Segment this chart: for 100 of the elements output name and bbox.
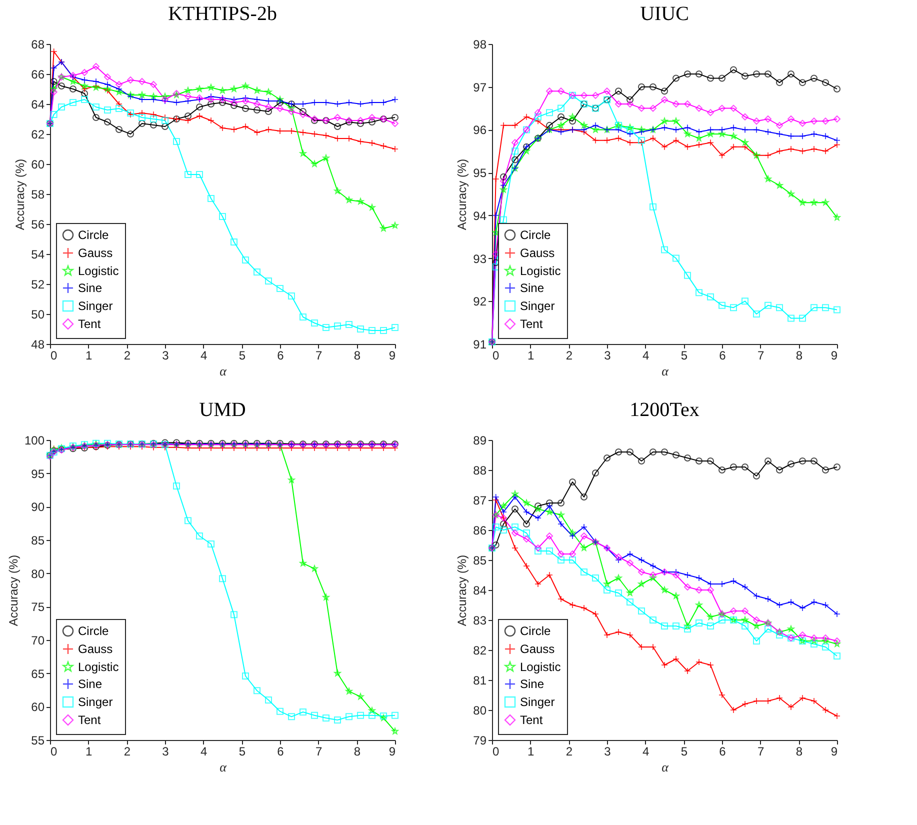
y-tick-label: 93 (473, 252, 487, 266)
y-tick-label: 82 (473, 644, 487, 658)
y-tick-label: 86 (473, 524, 487, 538)
x-tick-label: 3 (162, 348, 170, 362)
y-tick-label: 66 (31, 68, 45, 82)
x-tick-label: 0 (50, 744, 58, 758)
y-tick-label: 84 (473, 584, 487, 598)
y-tick-label: 98 (473, 38, 487, 52)
x-tick-label: 4 (642, 348, 650, 362)
x-tick-label: 6 (719, 348, 726, 362)
legend-label: Circle (78, 228, 109, 242)
y-axis-title: Accuracy (%) (455, 158, 470, 230)
x-tick-label: 1 (527, 744, 534, 758)
x-tick-label: 0 (492, 744, 500, 758)
x-tick-label: 9 (388, 744, 396, 758)
x-axis-title: α (662, 760, 670, 774)
legend-label: Tent (520, 713, 544, 727)
y-tick-label: 95 (31, 466, 45, 481)
y-tick-label: 85 (473, 554, 487, 568)
y-axis-title: Accuracy (%) (13, 158, 28, 230)
y-tick-label: 75 (31, 600, 45, 614)
x-tick-label: 9 (388, 348, 396, 362)
y-tick-label: 97 (473, 80, 487, 94)
y-tick-label: 87 (473, 494, 487, 508)
legend-label: Sine (520, 281, 544, 295)
x-tick-label: 4 (200, 744, 208, 758)
x-tick-label: 8 (354, 744, 361, 758)
y-tick-label: 94 (473, 208, 487, 223)
x-tick-label: 1 (85, 744, 92, 758)
x-tick-label: 3 (604, 348, 612, 362)
legend-label: Tent (78, 713, 102, 727)
x-tick-label: 1 (527, 348, 534, 362)
x-tick-label: 8 (796, 348, 803, 362)
legend-label: Singer (78, 299, 113, 313)
y-tick-label: 83 (473, 614, 487, 628)
x-tick-label: 5 (238, 348, 246, 362)
x-tick-label: 6 (277, 744, 284, 758)
y-tick-label: 68 (31, 38, 45, 52)
legend-label: Tent (78, 317, 102, 331)
legend-label: Sine (520, 677, 544, 691)
x-tick-label: 2 (124, 744, 131, 758)
x-tick-label: 5 (680, 744, 688, 758)
x-tick-label: 4 (200, 348, 208, 362)
y-tick-label: 90 (31, 500, 45, 514)
y-tick-label: 70 (31, 634, 45, 648)
legend-label: Logistic (78, 264, 119, 278)
x-tick-label: 2 (566, 744, 573, 758)
legend-label: Gauss (520, 246, 555, 260)
y-tick-label: 80 (31, 566, 45, 581)
y-tick-label: 95 (473, 166, 487, 180)
legend-label: Logistic (520, 264, 561, 278)
chart-title: UIUC (640, 3, 689, 25)
y-tick-label: 88 (473, 464, 487, 478)
y-tick-label: 79 (473, 734, 487, 748)
x-tick-label: 6 (719, 744, 726, 758)
x-tick-label: 4 (642, 744, 650, 758)
y-tick-label: 92 (473, 294, 487, 309)
x-tick-label: 8 (796, 744, 803, 758)
y-tick-label: 48 (31, 338, 45, 352)
x-tick-label: 7 (757, 348, 764, 362)
legend-label: Logistic (520, 660, 561, 674)
chart-title: 1200Tex (630, 399, 700, 421)
x-tick-label: 3 (162, 744, 170, 758)
y-tick-label: 64 (31, 98, 45, 112)
y-tick-label: 65 (31, 666, 45, 681)
y-tick-label: 91 (473, 338, 487, 352)
x-tick-label: 9 (830, 348, 838, 362)
y-tick-label: 80 (473, 704, 487, 718)
y-tick-label: 50 (31, 308, 45, 322)
legend-label: Tent (520, 317, 544, 331)
legend-label: Gauss (78, 246, 113, 260)
x-tick-label: 2 (124, 348, 131, 362)
y-tick-label: 62 (31, 128, 45, 142)
x-tick-label: 9 (830, 744, 838, 758)
y-tick-label: 89 (473, 434, 487, 448)
x-tick-label: 1 (85, 348, 92, 362)
legend-label: Circle (520, 624, 551, 638)
x-tick-label: 7 (315, 348, 322, 362)
legend-label: Singer (520, 299, 555, 313)
legend-label: Gauss (78, 642, 113, 656)
chart-title: UMD (199, 399, 246, 421)
legend-label: Logistic (78, 660, 119, 674)
legend-label: Sine (78, 677, 102, 691)
y-axis-title: Accuracy (%) (6, 554, 20, 626)
y-tick-label: 81 (473, 674, 487, 688)
x-tick-label: 3 (604, 744, 612, 758)
y-tick-label: 85 (31, 534, 45, 548)
y-tick-label: 96 (473, 123, 487, 138)
y-tick-label: 58 (31, 188, 45, 202)
x-tick-label: 8 (354, 348, 361, 362)
legend-label: Circle (520, 228, 551, 242)
x-axis-title: α (220, 364, 228, 378)
x-tick-label: 2 (566, 348, 573, 362)
legend-label: Gauss (520, 642, 555, 656)
x-tick-label: 7 (757, 744, 764, 758)
x-tick-label: 5 (238, 744, 246, 758)
chart-title: KTHTIPS-2b (168, 3, 277, 25)
x-tick-label: 0 (50, 348, 58, 362)
y-tick-label: 60 (31, 158, 45, 172)
legend-label: Singer (520, 695, 555, 709)
